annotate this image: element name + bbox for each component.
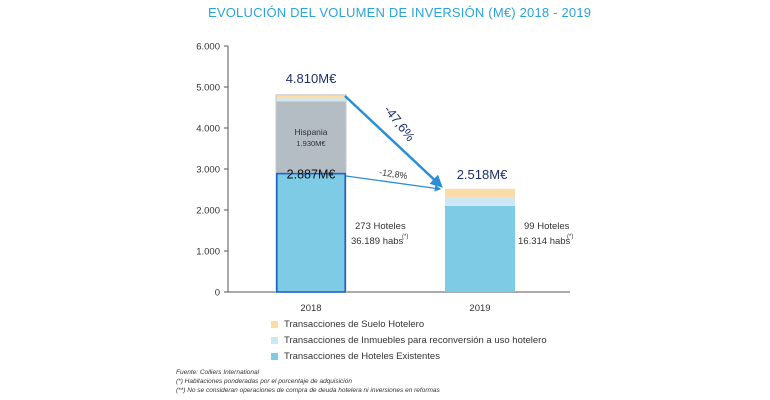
- bar-2019-series-0: [445, 205, 515, 292]
- existing-2018-label: 2.887M€: [287, 168, 336, 182]
- x-tick-label-2018: 2018: [300, 303, 321, 314]
- legend-label-reconversion: Transacciones de Inmuebles para reconver…: [284, 335, 547, 346]
- arrow-existing-change: [345, 175, 442, 192]
- legend-label-existentes: Transacciones de Hoteles Existentes: [284, 351, 440, 362]
- footnote-deuda: (**) No se consideran operaciones de com…: [176, 387, 440, 394]
- bar-2018-series-0: [276, 173, 346, 292]
- y-tick-label: 2.000: [196, 206, 220, 217]
- hotels-2018-label: 273 Hoteles: [355, 221, 406, 232]
- legend-item-suelo: Transacciones de Suelo Hotelero: [271, 319, 424, 330]
- total-label-2018: 4.810M€: [286, 71, 337, 86]
- habs-2018-label: 36.189 habs: [351, 236, 404, 247]
- arrow-total-change: [344, 95, 443, 188]
- footnote-habs: (*) Habitaciones ponderadas por el porce…: [176, 378, 352, 385]
- legend-item-existentes: Transacciones de Hoteles Existentes: [271, 351, 440, 362]
- hotels-2019-label: 99 Hoteles: [524, 221, 570, 232]
- bar-2018-series-1: [276, 101, 346, 174]
- y-tick-label: 5.000: [196, 83, 220, 94]
- y-tick-label: 1.000: [196, 247, 220, 258]
- bar-2019-series-3: [445, 188, 515, 197]
- bar-layer: [275, 94, 515, 293]
- y-tick-label: 3.000: [196, 165, 220, 176]
- total-label-2019: 2.518M€: [457, 167, 508, 182]
- hispania-label: Hispania: [294, 127, 327, 137]
- chart-title: EVOLUCIÓN DEL VOLUMEN DE INVERSIÓN (M€) …: [208, 5, 592, 20]
- y-tick-label: 0: [215, 288, 220, 299]
- y-tick-label: 4.000: [196, 124, 220, 135]
- y-tick-label: 6.000: [196, 42, 220, 53]
- legend-swatch-existentes: [271, 353, 278, 360]
- habs-2019-superscript: (*): [567, 234, 573, 240]
- change-total-label: -47,6%: [381, 102, 418, 144]
- bar-2018-series-3: [276, 94, 346, 99]
- legend-item-reconversion: Transacciones de Inmuebles para reconver…: [271, 335, 547, 346]
- habs-2018-superscript: (*): [402, 234, 408, 240]
- footnote-source: Fuente: Colliers International: [176, 369, 260, 376]
- legend-swatch-suelo: [271, 321, 278, 328]
- x-tick-label-2019: 2019: [469, 303, 490, 314]
- legend-swatch-reconversion: [271, 337, 278, 344]
- bar-2018-existing-highlight: [275, 172, 346, 293]
- hispania-value: 1.930M€: [296, 139, 326, 148]
- bar-2018-series-2: [276, 98, 346, 102]
- change-existing-label: -12,8%: [379, 167, 409, 181]
- habs-2019-label: 16.314 habs: [518, 236, 571, 247]
- bar-2019-series-2: [445, 196, 515, 206]
- legend-label-suelo: Transacciones de Suelo Hotelero: [284, 319, 425, 330]
- axis-layer: 0 1.000 2.000 3.000 4.000 5.000 6.000 2018 2019: [196, 42, 570, 314]
